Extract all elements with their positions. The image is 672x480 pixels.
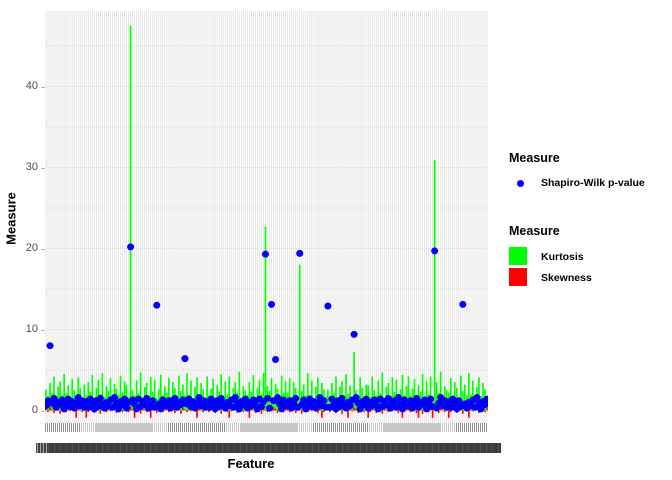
y-tick-mark: [41, 329, 45, 331]
y-tick-label: 10: [25, 323, 38, 335]
shapiro-point-icon: [517, 179, 524, 187]
y-tick-label: 40: [25, 80, 38, 92]
y-tick-label: 0: [31, 404, 38, 416]
overlapped-label-texture: [37, 443, 47, 453]
y-tick-label: 20: [25, 242, 38, 254]
y-tick-label: 30: [25, 161, 38, 173]
legend-label-shapiro: Shapiro-Wilk p-value: [541, 177, 645, 189]
legend-fill-title: Measure: [509, 224, 560, 238]
skewness-swatch-icon: [509, 268, 527, 286]
y-tick-mark: [41, 167, 45, 169]
legend-label-skewness: Skewness: [541, 272, 592, 284]
y-tick-mark: [41, 410, 45, 412]
x-axis-ticks: [45, 423, 488, 432]
legend-point-title: Measure: [509, 151, 560, 165]
x-axis-labels-overlapped: [36, 443, 501, 453]
x-axis-title: Feature: [227, 456, 275, 471]
y-tick-mark: [41, 248, 45, 250]
y-tick-mark: [41, 86, 45, 88]
kurtosis-swatch-icon: [509, 247, 527, 265]
legend-label-kurtosis: Kurtosis: [541, 251, 584, 263]
plot-panel: [45, 11, 488, 423]
